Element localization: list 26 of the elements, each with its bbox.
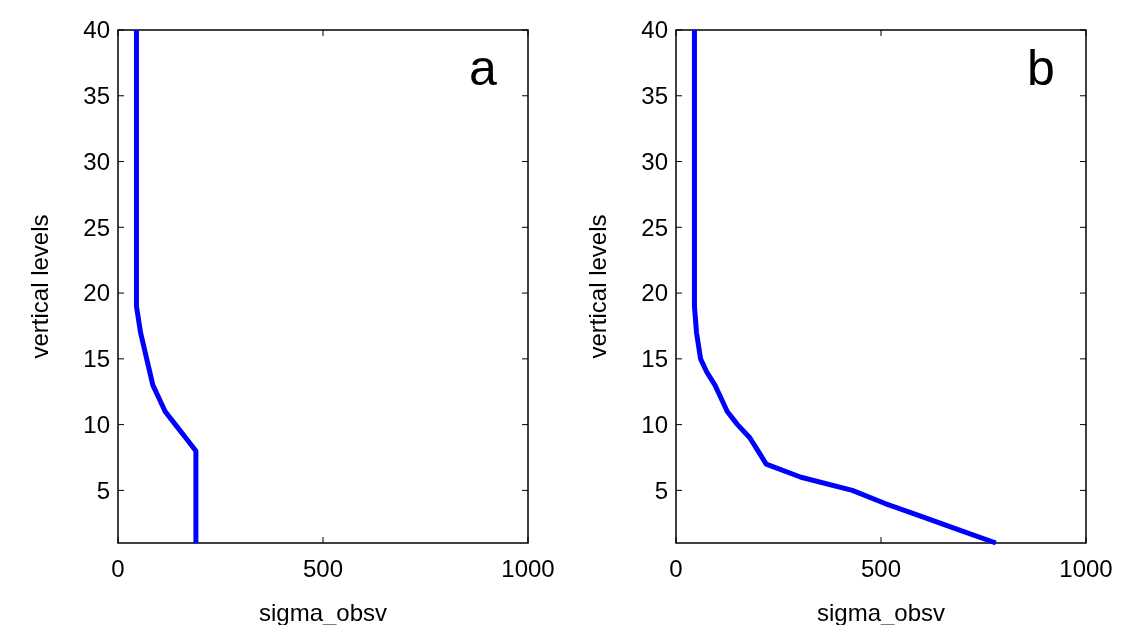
y-tick-label: 35 <box>83 82 110 110</box>
y-tick-label: 25 <box>641 213 668 241</box>
y-tick-label: 10 <box>83 411 110 439</box>
y-tick-label: 20 <box>83 279 110 307</box>
y-tick-label: 20 <box>641 279 668 307</box>
y-tick-label: 40 <box>83 16 110 44</box>
x-tick-label: 1000 <box>1059 555 1113 582</box>
annotation: b <box>1027 40 1055 96</box>
x-tick-label: 1000 <box>501 555 555 582</box>
y-tick-label: 5 <box>96 476 110 504</box>
x-tick-label: 500 <box>302 555 344 582</box>
y-tick-label: 15 <box>83 345 110 373</box>
x-tick-label: 0 <box>669 555 683 582</box>
y-tick-label: 30 <box>83 147 110 175</box>
y-tick-label: 35 <box>641 82 668 110</box>
y-tick-label: 30 <box>641 147 668 175</box>
y-tick-label: 15 <box>641 345 668 373</box>
y-axis-title: vertical levels <box>26 214 53 359</box>
annotation: a <box>469 40 498 96</box>
y-tick-label: 25 <box>83 213 110 241</box>
y-axis-title: vertical levels <box>584 214 611 359</box>
y-tick-label: 40 <box>641 16 668 44</box>
y-tick-label: 5 <box>654 476 668 504</box>
x-tick-label: 500 <box>860 555 902 582</box>
y-tick-label: 10 <box>641 411 668 439</box>
x-tick-label: 0 <box>111 555 125 582</box>
